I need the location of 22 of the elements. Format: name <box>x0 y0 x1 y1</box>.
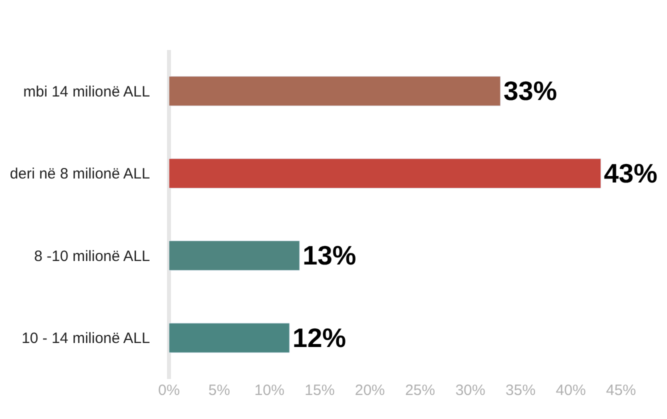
bar <box>169 322 290 353</box>
x-tick-label: 30% <box>455 382 486 399</box>
bar <box>169 76 501 106</box>
x-tick-label: 25% <box>405 382 436 399</box>
data-label: 43% <box>604 158 658 188</box>
y-tick-label: mbi 14 milionë ALL <box>23 83 150 100</box>
x-tick-label: 45% <box>606 382 636 399</box>
data-label: 13% <box>302 240 356 271</box>
x-tick-label: 0% <box>158 382 180 399</box>
bar <box>169 240 300 271</box>
bar <box>169 158 602 188</box>
x-tick-label: 15% <box>304 382 335 399</box>
y-tick-label: 10 - 14 milionë ALL <box>22 330 150 348</box>
x-tick-label: 10% <box>254 382 284 399</box>
x-tick-label: 5% <box>208 382 230 399</box>
y-tick-label: 8 -10 milionë ALL <box>34 248 150 265</box>
x-tick-label: 20% <box>354 382 385 399</box>
x-tick-label: 40% <box>556 382 586 399</box>
data-label: 12% <box>292 322 346 353</box>
y-tick-label: deri në 8 milionë ALL <box>10 166 150 183</box>
x-tick-label: 35% <box>506 382 536 399</box>
data-label: 33% <box>503 76 558 106</box>
